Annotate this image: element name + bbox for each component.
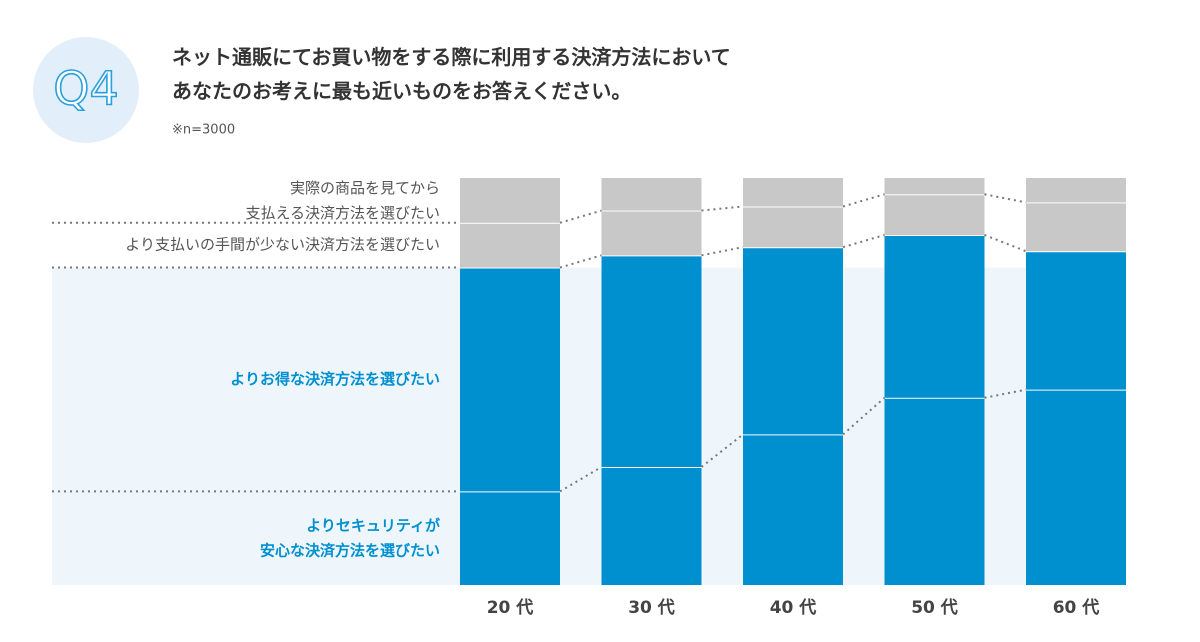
bar-segment: [460, 222, 560, 268]
bar-segment: [743, 247, 843, 435]
connector: [842, 234, 885, 249]
connector: [984, 193, 1027, 204]
bar-segment: [884, 234, 985, 398]
x-tick-label: 60 代: [1053, 597, 1100, 618]
bar-segment: [743, 206, 843, 248]
bar-segment: [1026, 202, 1126, 252]
connector: [559, 254, 602, 269]
x-tick-label: 20 代: [487, 597, 534, 618]
legend-label: よりお得な決済方法を選びたい: [230, 370, 440, 388]
bar-segment: [1026, 178, 1126, 203]
bar-segment: [743, 178, 843, 207]
bar-segment: [884, 194, 985, 235]
bar-segment: [460, 267, 560, 492]
bar-segment: [460, 491, 560, 585]
note: ※n=3000: [172, 123, 235, 138]
badge: Q4: [53, 62, 118, 116]
connector: [701, 205, 744, 212]
chart-title: ネット通販にてお買い物をする際に利用する決済方法においてあなたのお考えに最も近い…: [172, 45, 731, 103]
bar-segment: [601, 255, 702, 467]
connector: [559, 209, 602, 224]
connector: [701, 246, 744, 257]
connector: [559, 466, 603, 493]
legend-label: より支払いの手間が少ない決済方法を選びたい: [125, 236, 440, 254]
bar-segment: [884, 397, 985, 585]
bar-segment: [601, 178, 702, 211]
bar-segment: [601, 210, 702, 256]
bars: [460, 178, 1126, 585]
bar-segment: [743, 434, 843, 585]
connector: [700, 433, 744, 468]
legend-label: 実際の商品を見てから支払える決済方法を選びたい: [245, 178, 440, 221]
bar-segment: [460, 178, 560, 223]
bar-segment: [884, 178, 985, 195]
bar-segment: [1026, 251, 1126, 390]
connector: [842, 193, 885, 208]
x-tick-label: 40 代: [770, 597, 817, 618]
x-tick-label: 50 代: [911, 597, 958, 618]
bar-segment: [1026, 389, 1126, 585]
legend-label: よりセキュリティが安心な決済方法を選びたい: [260, 516, 441, 559]
connector: [984, 234, 1027, 253]
connector: [984, 388, 1027, 399]
bar-segment: [601, 466, 702, 585]
badge-circle: [33, 37, 139, 143]
x-tick-label: 30 代: [628, 597, 675, 618]
